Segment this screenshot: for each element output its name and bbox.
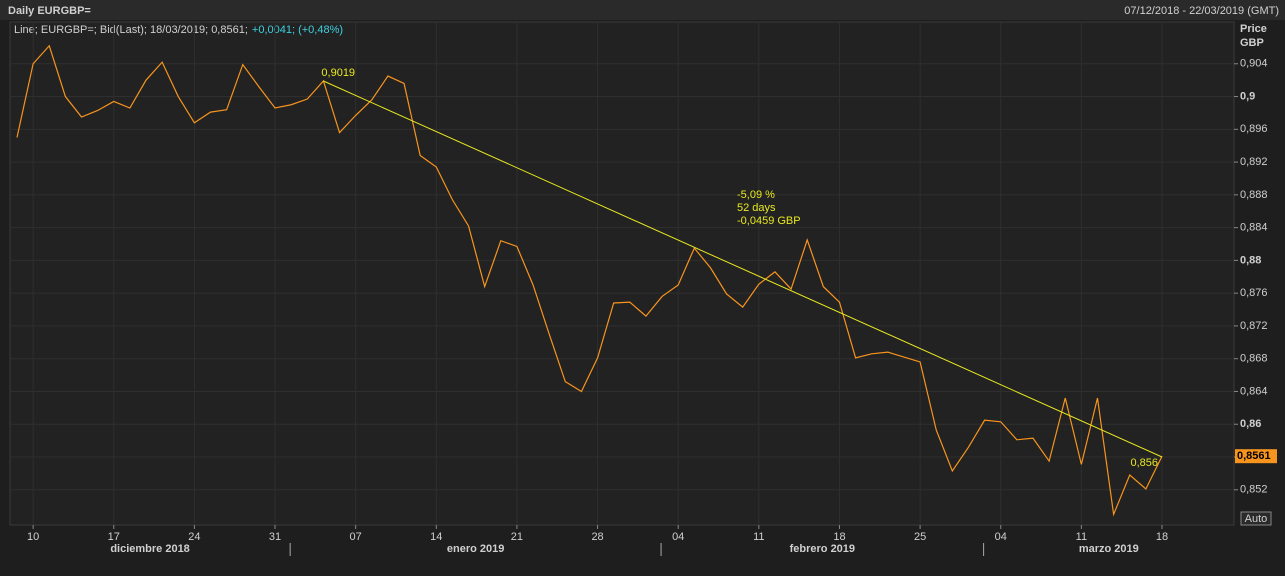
y-axis-label: Price — [1240, 23, 1267, 35]
legend-entry: Line; EURGBP=; Bid(Last); 18/03/2019; 0,… — [14, 24, 248, 36]
price-line — [16, 44, 1163, 517]
trend-stat: -0,0459 GBP — [737, 215, 801, 227]
x-tick-label: 24 — [188, 531, 200, 543]
month-label: diciembre 2018 — [110, 543, 190, 555]
y-tick-label: 0,904 — [1240, 58, 1268, 70]
trend-end-label: 0,856 — [1130, 457, 1158, 469]
chart-title: Daily EURGBP= — [8, 5, 91, 17]
x-tick-label: 07 — [350, 531, 362, 543]
y-tick-label: 0,9 — [1240, 90, 1255, 102]
y-tick-label: 0,88 — [1240, 254, 1261, 266]
trend-start-label: 0,9019 — [321, 67, 355, 79]
x-tick-label: 18 — [1156, 531, 1168, 543]
y-tick-label: 0,872 — [1240, 320, 1268, 332]
y-tick-label: 0,896 — [1240, 123, 1268, 135]
x-tick-label: 18 — [833, 531, 845, 543]
y-tick-label: 0,876 — [1240, 287, 1268, 299]
x-tick-label: 17 — [108, 531, 120, 543]
x-tick-label: 21 — [511, 531, 523, 543]
x-tick-label: 28 — [591, 531, 603, 543]
auto-button-label[interactable]: Auto — [1245, 513, 1268, 525]
x-tick-label: 04 — [672, 531, 684, 543]
month-label: febrero 2019 — [790, 543, 855, 555]
x-tick-label: 14 — [430, 531, 442, 543]
y-tick-label: 0,892 — [1240, 156, 1268, 168]
x-tick-label: 04 — [995, 531, 1007, 543]
last-price-label: 0,8561 — [1237, 450, 1271, 462]
header-bar — [0, 0, 1285, 20]
trend-line — [323, 80, 1163, 458]
x-tick-label: 31 — [269, 531, 281, 543]
plot-layer — [16, 44, 1163, 517]
y-tick-label: 0,852 — [1240, 484, 1268, 496]
x-tick-label: 11 — [753, 531, 764, 543]
trend-stat: -5,09 % — [737, 189, 775, 201]
legend-change: +0,0041; (+0,48%) — [252, 24, 343, 36]
y-tick-label: 0,864 — [1240, 385, 1268, 397]
y-axis-label: GBP — [1240, 37, 1264, 49]
x-tick-label: 25 — [914, 531, 926, 543]
y-tick-label: 0,884 — [1240, 222, 1268, 234]
y-tick-label: 0,868 — [1240, 353, 1268, 365]
y-tick-label: 0,86 — [1240, 418, 1261, 430]
x-tick-label: 10 — [27, 531, 39, 543]
trend-stat: 52 days — [737, 202, 776, 214]
month-label: marzo 2019 — [1079, 543, 1139, 555]
chart-subtitle: 07/12/2018 - 22/03/2019 (GMT) — [1124, 5, 1279, 17]
plot-area — [9, 21, 1235, 526]
month-label: enero 2019 — [447, 543, 504, 555]
last-price-tag — [1235, 449, 1277, 464]
x-tick-label: 11 — [1076, 531, 1087, 543]
auto-button[interactable] — [1240, 511, 1272, 526]
y-tick-label: 0,888 — [1240, 189, 1268, 201]
